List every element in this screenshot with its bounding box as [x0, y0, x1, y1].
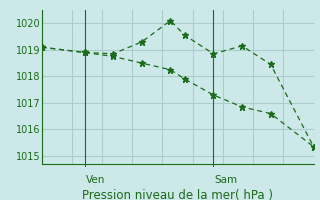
Text: Sam: Sam [215, 175, 238, 185]
Text: Ven: Ven [86, 175, 105, 185]
Text: Pression niveau de la mer( hPa ): Pression niveau de la mer( hPa ) [82, 189, 273, 200]
